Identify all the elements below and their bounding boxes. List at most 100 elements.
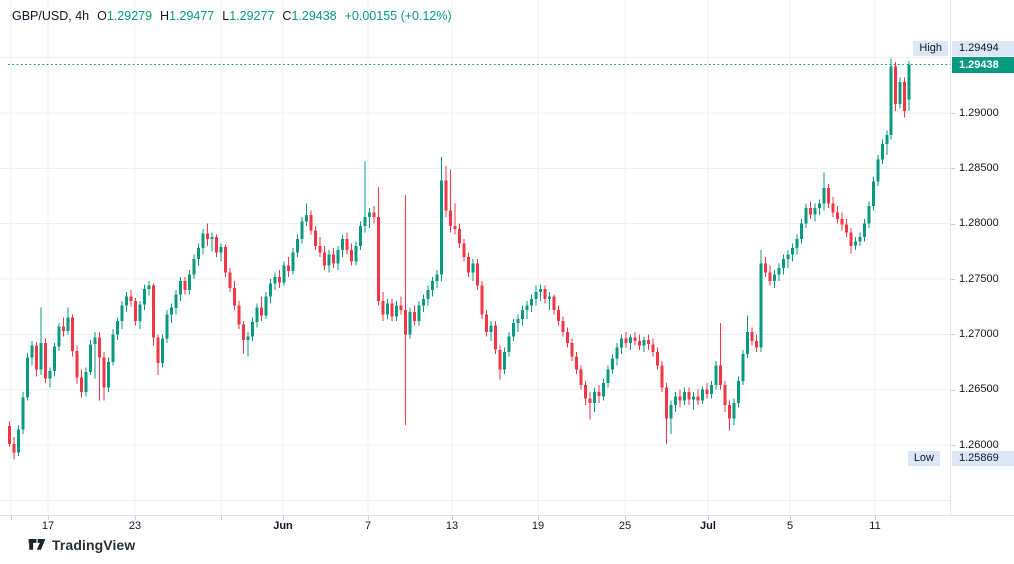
candlestick-plot[interactable] xyxy=(0,0,950,515)
time-tick-label: 17 xyxy=(41,519,55,532)
time-axis[interactable]: 17 23 Jun 7 13 19 25 Jul 5 11 xyxy=(0,515,1014,536)
candle-body xyxy=(66,317,70,331)
time-tick xyxy=(135,516,136,520)
candle-body xyxy=(422,298,425,306)
price-tick xyxy=(951,223,955,225)
ohlc-low: L1.29277 xyxy=(222,9,275,23)
candle-body xyxy=(719,365,722,386)
candle-body xyxy=(417,305,421,321)
candle-body xyxy=(125,296,128,306)
time-tick xyxy=(48,516,49,520)
candle-body xyxy=(138,304,142,321)
candle-body xyxy=(629,337,632,344)
candle-body xyxy=(156,337,160,364)
candle-body xyxy=(129,296,133,302)
candle-body xyxy=(683,391,686,401)
candle-body xyxy=(746,332,749,355)
candle-body xyxy=(764,263,767,273)
tradingview-logo[interactable]: TradingView xyxy=(28,536,135,554)
candle-body xyxy=(282,265,286,283)
candle-body xyxy=(287,265,290,272)
candle-body xyxy=(714,365,718,386)
candle-body xyxy=(665,387,668,419)
last-price-badge: 1.29438 xyxy=(952,56,1014,73)
candle-body xyxy=(390,303,394,317)
candle-body xyxy=(849,232,853,246)
candle-body xyxy=(260,307,263,316)
candle-body xyxy=(57,326,61,347)
candle-body xyxy=(89,344,92,372)
time-tick xyxy=(368,516,369,520)
candle-body xyxy=(588,398,592,403)
candle-body xyxy=(444,180,448,211)
candle-body xyxy=(732,402,736,419)
candle-body xyxy=(188,274,191,290)
candle-body xyxy=(854,241,857,246)
candle-body xyxy=(462,243,466,257)
time-tick-label: 7 xyxy=(364,519,372,532)
candle-body xyxy=(44,343,47,379)
low-label: Low xyxy=(907,451,940,467)
candle-body xyxy=(889,66,893,136)
candle-body xyxy=(786,254,790,259)
candle-body xyxy=(795,239,799,248)
tradingview-logo-icon xyxy=(28,539,46,550)
price-tick xyxy=(951,389,955,391)
candle-body xyxy=(638,340,641,346)
price-tick xyxy=(951,279,955,280)
candle-body xyxy=(300,221,304,240)
candle-body xyxy=(192,259,196,275)
time-tick-label: Jul xyxy=(700,519,716,532)
candle-body xyxy=(570,343,574,357)
price-tick xyxy=(951,168,955,170)
candle-body xyxy=(566,332,569,344)
time-tick xyxy=(790,516,791,520)
candle-body xyxy=(251,322,254,337)
candle-body xyxy=(165,314,169,339)
symbol-title: GBP/USD, 4h xyxy=(12,9,90,23)
candle-body xyxy=(651,344,655,352)
candle-body xyxy=(624,338,628,344)
candle-body xyxy=(840,219,844,225)
candle-body xyxy=(440,180,443,275)
candle-body xyxy=(548,296,551,299)
symbol-legend[interactable]: GBP/USD, 4h O1.29279 H1.29477 L1.29277 C… xyxy=(12,9,452,23)
candle-body xyxy=(467,256,470,273)
candle-body xyxy=(377,217,380,302)
price-tick-label: 1.26000 xyxy=(959,438,999,451)
candle-body xyxy=(741,354,745,381)
candle-body xyxy=(759,263,763,348)
candle-body xyxy=(255,307,259,323)
candle-body xyxy=(674,396,677,406)
candle-body xyxy=(692,396,695,400)
candle-body xyxy=(350,250,353,262)
grid-layer xyxy=(0,0,950,515)
candle-body xyxy=(660,365,664,388)
time-tick-label: 13 xyxy=(445,519,459,532)
candle-body xyxy=(782,259,785,268)
candle-body xyxy=(894,66,897,105)
candle-body xyxy=(507,336,511,352)
candle-body xyxy=(179,281,182,295)
candle-body xyxy=(516,318,520,324)
candle-body xyxy=(183,281,187,291)
candle-body xyxy=(813,208,817,215)
candle-body xyxy=(408,312,412,335)
candle-body xyxy=(512,323,515,337)
candle-body xyxy=(111,334,115,362)
candle-body xyxy=(318,245,322,253)
candle-body xyxy=(80,377,83,392)
candle-body xyxy=(579,369,583,386)
candle-body xyxy=(210,236,214,240)
candle-body xyxy=(656,352,659,366)
candle-body xyxy=(363,217,367,226)
candle-body xyxy=(134,301,137,321)
candle-body xyxy=(170,307,173,315)
price-axis[interactable]: 1.29494 1.25869 1.29438 1.29000 1.28500 1.… xyxy=(950,0,1014,535)
candle-body xyxy=(143,288,146,305)
candle-body xyxy=(845,224,848,233)
candle-body xyxy=(557,310,560,322)
candle-body xyxy=(435,274,439,282)
change-value: +0.00155 (+0.12%) xyxy=(344,9,452,23)
